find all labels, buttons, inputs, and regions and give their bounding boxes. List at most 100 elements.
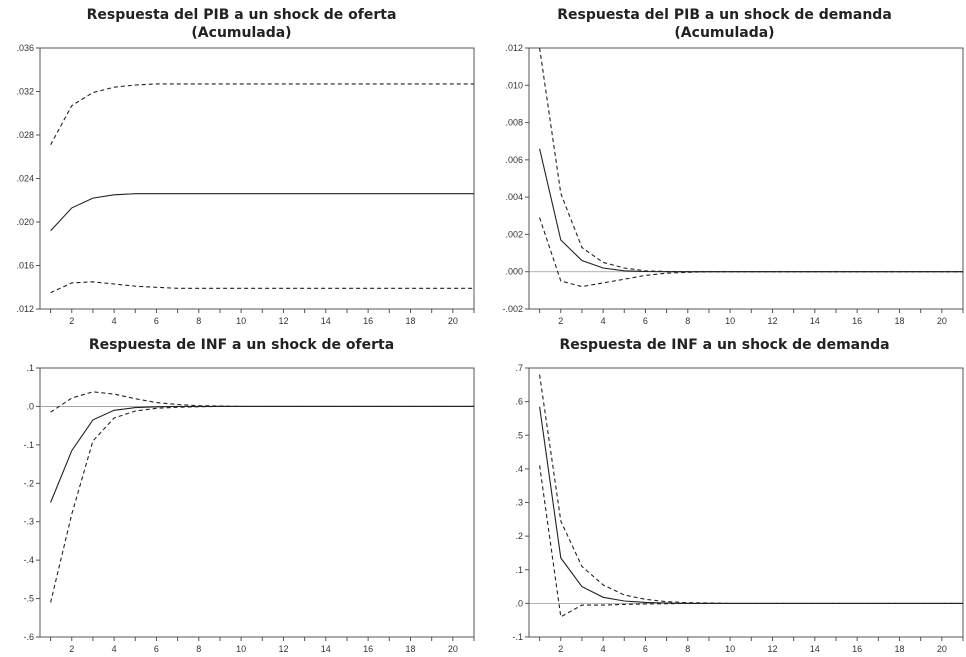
x-tick-label: 10 (236, 644, 246, 654)
series-line-response (539, 148, 963, 273)
x-tick-label: 8 (685, 316, 690, 326)
y-tick-label: .016 (16, 261, 34, 271)
y-tick-label: .004 (505, 192, 523, 202)
x-tick-label: 4 (112, 644, 117, 654)
plot-frame (528, 47, 964, 310)
x-tick-label: 10 (725, 644, 735, 654)
chart-panel-pib-oferta: Respuesta del PIB a un shock de oferta (… (0, 0, 483, 328)
x-tick-label: 16 (852, 644, 862, 654)
y-tick-label: .2 (515, 531, 523, 541)
y-tick-label: .0 (26, 401, 34, 411)
series-line-confidence-band (50, 405, 474, 603)
x-tick-label: 16 (852, 316, 862, 326)
series-line-confidence-band (50, 391, 474, 413)
x-tick-label: 14 (321, 644, 331, 654)
x-tick-label: 2 (69, 644, 74, 654)
plot-frame (528, 367, 964, 638)
chart-subtitle: (Acumulada) (191, 25, 292, 41)
y-tick-label: -.6 (23, 632, 34, 642)
x-tick-label: 8 (196, 316, 201, 326)
y-tick-label: -.3 (23, 517, 34, 527)
series-line-confidence-band (539, 47, 963, 273)
y-tick-label: -.1 (512, 632, 523, 642)
y-tick-label: .5 (515, 430, 523, 440)
series-line-confidence-band (539, 374, 963, 604)
y-tick-label: .4 (515, 464, 523, 474)
x-tick-label: 6 (154, 316, 159, 326)
y-tick-label: -.4 (23, 555, 34, 565)
y-tick-label: .020 (16, 217, 34, 227)
x-tick-label: 4 (601, 644, 606, 654)
x-tick-label: 2 (558, 316, 563, 326)
x-tick-label: 20 (937, 644, 947, 654)
x-tick-label: 18 (405, 316, 415, 326)
y-tick-label: .3 (515, 498, 523, 508)
x-tick-label: 18 (894, 644, 904, 654)
y-tick-label: .036 (16, 43, 34, 53)
chart-panel-inf-demanda: Respuesta de INF a un shock de demanda -… (483, 328, 966, 657)
chart-title: Respuesta del PIB a un shock de oferta (86, 7, 397, 23)
series-line-confidence-band (539, 217, 963, 288)
x-tick-label: 6 (643, 316, 648, 326)
y-tick-label: .7 (515, 363, 523, 373)
chart-panel-inf-oferta: Respuesta de INF a un shock de oferta -.… (0, 328, 483, 657)
series-line-confidence-band (539, 465, 963, 618)
x-tick-label: 8 (685, 644, 690, 654)
x-tick-label: 4 (112, 316, 117, 326)
x-tick-label: 20 (937, 316, 947, 326)
y-tick-label: .1 (26, 363, 34, 373)
x-tick-label: 16 (363, 316, 373, 326)
plot-area: -.6 -.5 -.4 -.3 -.2 -.1 .0 .1 2 4 6 8 10 12 14 16 18 20 (23, 363, 475, 654)
y-tick-label: .6 (515, 397, 523, 407)
y-tick-label: -.5 (23, 594, 34, 604)
y-tick-label: .0 (515, 598, 523, 608)
plot-area: -.002 .000 .002 .004 .006 .008 .010 .012 2 4 6 8 10 1… (502, 43, 964, 326)
plot-area: -.1 .0 .1 .2 .3 .4 .5 .6 .7 2 4 6 8 10 12 14 16 18 20 (512, 363, 964, 654)
chart-subtitle: (Acumulada) (674, 25, 775, 41)
x-tick-label: 12 (767, 316, 777, 326)
chart-panel-pib-demanda: Respuesta del PIB a un shock de demanda … (483, 0, 966, 328)
series-line-response (539, 406, 963, 604)
y-tick-label: .024 (16, 174, 34, 184)
x-tick-label: 2 (558, 644, 563, 654)
x-tick-label: 18 (894, 316, 904, 326)
chart-title: Respuesta de INF a un shock de demanda (559, 337, 890, 353)
y-tick-label: -.1 (23, 440, 34, 450)
plot-area: .012 .016 .020 .024 .028 .032 .036 2 4 6 8 10 12 14 16… (16, 43, 475, 326)
y-tick-label: .008 (505, 118, 523, 128)
series-line-confidence-band (50, 281, 474, 294)
plot-frame (39, 367, 475, 638)
y-tick-label: .012 (16, 304, 34, 314)
y-tick-label: .002 (505, 229, 523, 239)
y-tick-label: .000 (505, 267, 523, 277)
x-tick-label: 12 (278, 316, 288, 326)
x-tick-label: 6 (154, 644, 159, 654)
chart-title: Respuesta del PIB a un shock de demanda (557, 7, 892, 23)
y-tick-label: -.2 (23, 478, 34, 488)
x-tick-label: 12 (278, 644, 288, 654)
x-tick-label: 4 (601, 316, 606, 326)
x-tick-label: 18 (405, 644, 415, 654)
x-tick-label: 2 (69, 316, 74, 326)
x-tick-label: 6 (643, 644, 648, 654)
x-tick-label: 16 (363, 644, 373, 654)
x-tick-label: 14 (810, 644, 820, 654)
x-tick-label: 20 (448, 316, 458, 326)
x-tick-label: 14 (810, 316, 820, 326)
series-line-confidence-band (50, 83, 474, 146)
series-line-response (50, 405, 474, 503)
y-tick-label: .010 (505, 80, 523, 90)
x-tick-label: 14 (321, 316, 331, 326)
x-tick-label: 10 (725, 316, 735, 326)
x-tick-label: 12 (767, 644, 777, 654)
y-tick-label: -.002 (502, 304, 523, 314)
x-tick-label: 8 (196, 644, 201, 654)
chart-title: Respuesta de INF a un shock de oferta (88, 337, 395, 353)
x-tick-label: 10 (236, 316, 246, 326)
series-line-response (50, 193, 474, 232)
y-tick-label: .012 (505, 43, 523, 53)
plot-frame (39, 47, 475, 310)
y-tick-label: .028 (16, 130, 34, 140)
y-tick-label: .032 (16, 87, 34, 97)
y-tick-label: .006 (505, 155, 523, 165)
